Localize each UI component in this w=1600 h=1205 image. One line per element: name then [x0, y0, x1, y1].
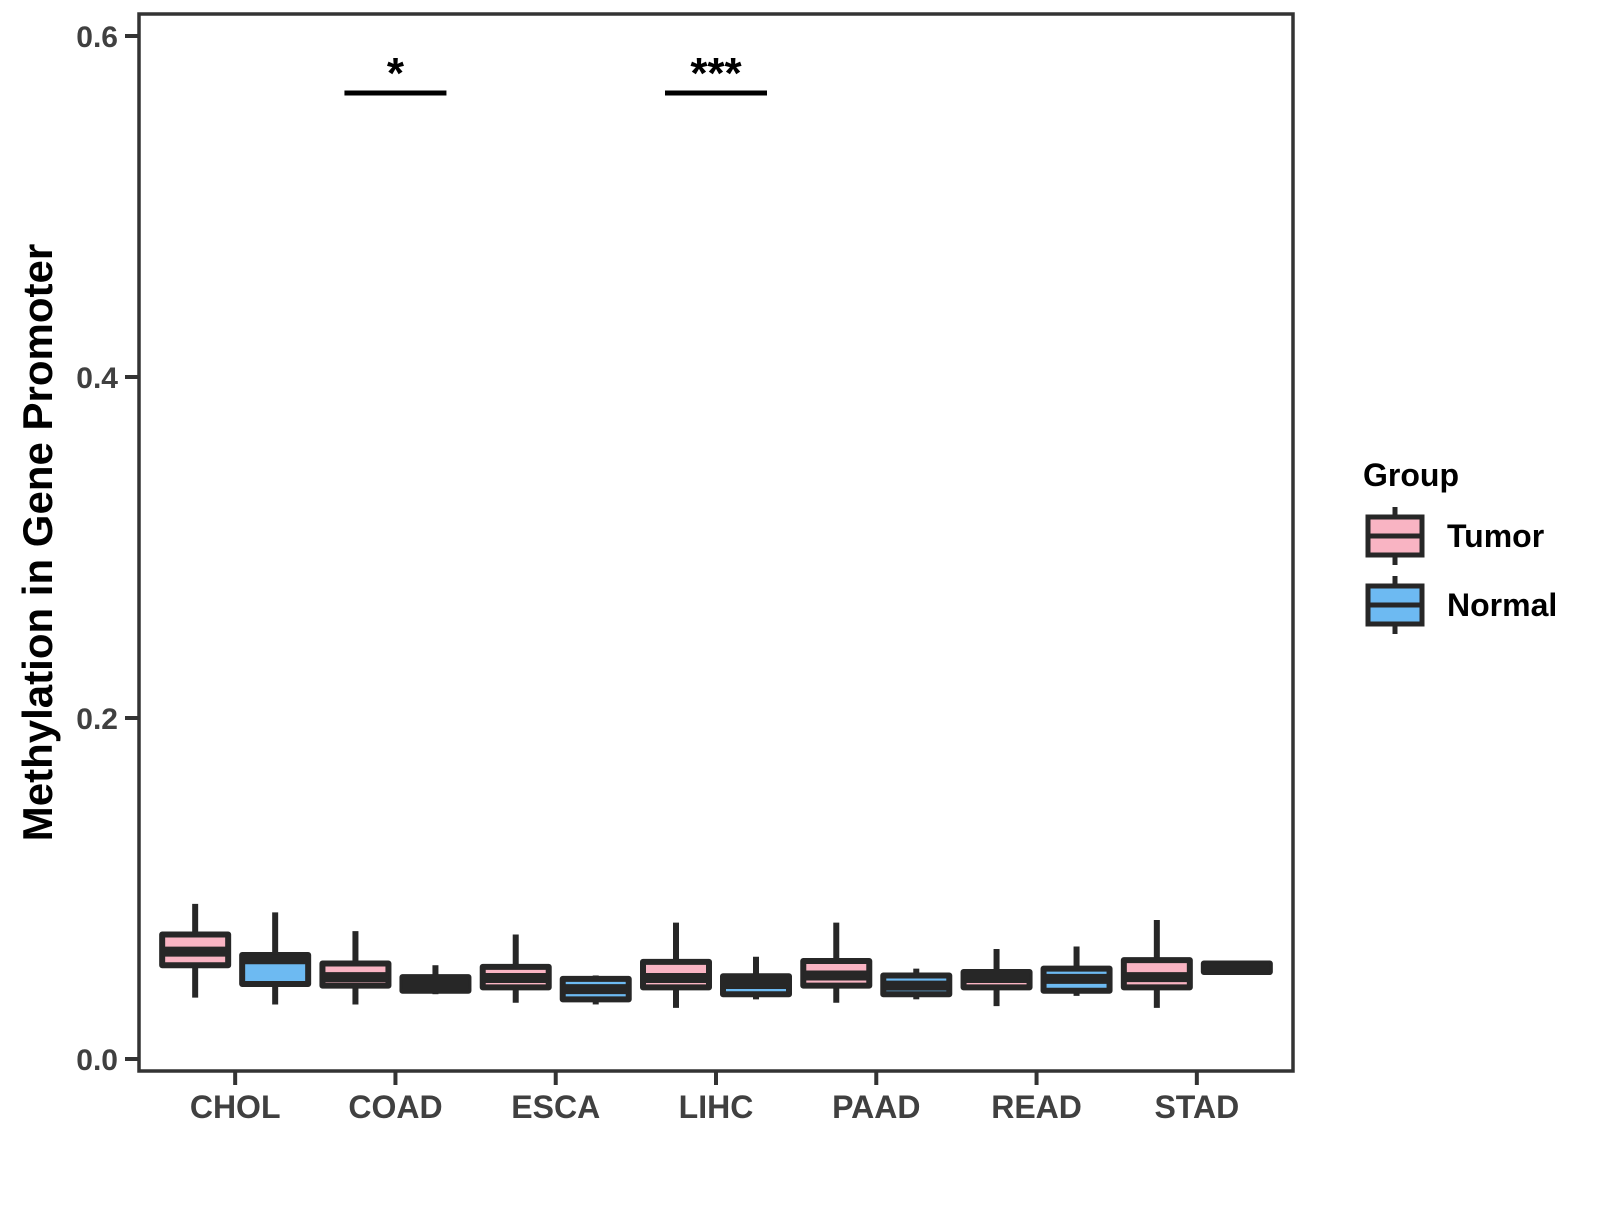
panel-border — [137, 12, 1295, 1073]
legend-item-label: Normal — [1447, 587, 1557, 623]
y-axis-title: Methylation in Gene Promoter — [14, 244, 61, 841]
x-tick-label: CHOL — [190, 1089, 281, 1125]
legend-item-normal: Normal — [1365, 576, 1557, 634]
legend-title: Group — [1363, 457, 1459, 493]
box-STAD-Normal — [1200, 960, 1273, 976]
y-tick-label: 0.0 — [76, 1044, 118, 1077]
y-tick-label: 0.4 — [76, 362, 118, 395]
x-tick-label: PAAD — [832, 1089, 920, 1125]
y-tick-label: 0.6 — [76, 21, 118, 54]
x-tick-label: ESCA — [511, 1089, 600, 1125]
legend-item-tumor: Tumor — [1365, 507, 1544, 565]
legend-item-label: Tumor — [1447, 518, 1544, 554]
box-READ-Normal — [1040, 946, 1113, 996]
significance-LIHC: *** — [665, 49, 767, 98]
box-READ-Tumor — [960, 949, 1033, 1007]
y-tick-label: 0.2 — [76, 703, 118, 736]
significance-stars: *** — [690, 49, 742, 98]
box-COAD-Tumor — [319, 931, 392, 1005]
x-tick-label: LIHC — [679, 1089, 754, 1125]
box-COAD-Normal — [399, 965, 472, 995]
box-LIHC-Tumor — [640, 922, 712, 1008]
box-PAAD-Normal — [880, 968, 953, 1000]
box-PAAD-Tumor — [800, 922, 873, 1003]
box-STAD-Tumor — [1120, 920, 1193, 1008]
x-tick-label: STAD — [1154, 1089, 1239, 1125]
box-ESCA-Tumor — [479, 934, 552, 1003]
significance-stars: * — [387, 49, 405, 98]
box-ESCA-Normal — [559, 975, 632, 1005]
box-LIHC-Normal — [720, 956, 792, 1000]
legend: Group Tumor Normal — [1363, 457, 1557, 634]
x-tick-label: READ — [991, 1089, 1082, 1125]
box-CHOL-Tumor — [159, 903, 232, 998]
significance-COAD: * — [344, 49, 447, 98]
x-tick-label: COAD — [348, 1089, 442, 1125]
box-CHOL-Normal — [239, 912, 312, 1005]
